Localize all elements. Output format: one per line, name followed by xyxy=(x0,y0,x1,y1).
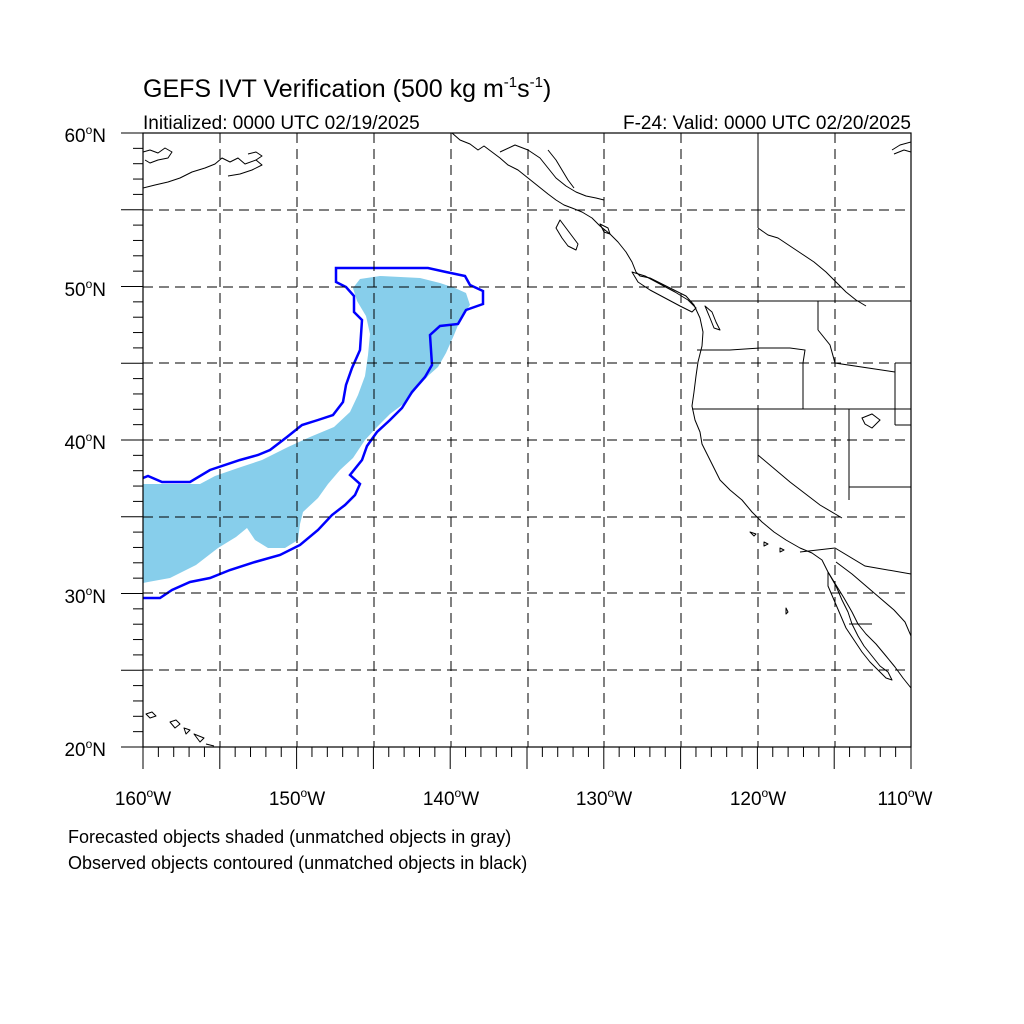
lat-label-30: 30oN xyxy=(64,584,106,608)
lat-label-50: 50oN xyxy=(64,277,106,301)
valid-time-label: F-24: Valid: 0000 UTC 02/20/2025 xyxy=(623,113,911,134)
lat-label-40: 40oN xyxy=(64,430,106,454)
observed-ivt-contour xyxy=(143,266,485,600)
lon-label-130: 130oW xyxy=(576,786,632,810)
lat-lon-grid xyxy=(143,133,911,747)
lat-axis: 60oN 50oN 40oN 30oN 20oN xyxy=(64,123,106,761)
coastlines xyxy=(143,133,911,747)
lon-label-140: 140oW xyxy=(423,786,479,810)
political-borders xyxy=(690,300,911,625)
lon-axis: 160oW 150oW 140oW 130oW 120oW 110oW xyxy=(115,786,933,810)
init-time-label: Initialized: 0000 UTC 02/19/2025 xyxy=(143,113,420,134)
lat-label-20: 20oN xyxy=(64,737,106,761)
forecast-ivt-object xyxy=(143,276,470,583)
caption-forecast: Forecasted objects shaded (unmatched obj… xyxy=(68,827,511,847)
lon-label-150: 150oW xyxy=(269,786,325,810)
lon-label-110: 110oW xyxy=(878,786,933,810)
lat-label-60: 60oN xyxy=(64,123,106,147)
lon-label-120: 120oW xyxy=(730,786,786,810)
axis-ticks xyxy=(121,132,912,769)
caption-observed: Observed objects contoured (unmatched ob… xyxy=(68,853,527,873)
map-title: GEFS IVT Verification (500 kg m-1s-1) xyxy=(143,74,551,103)
lon-label-160: 160oW xyxy=(115,786,171,810)
